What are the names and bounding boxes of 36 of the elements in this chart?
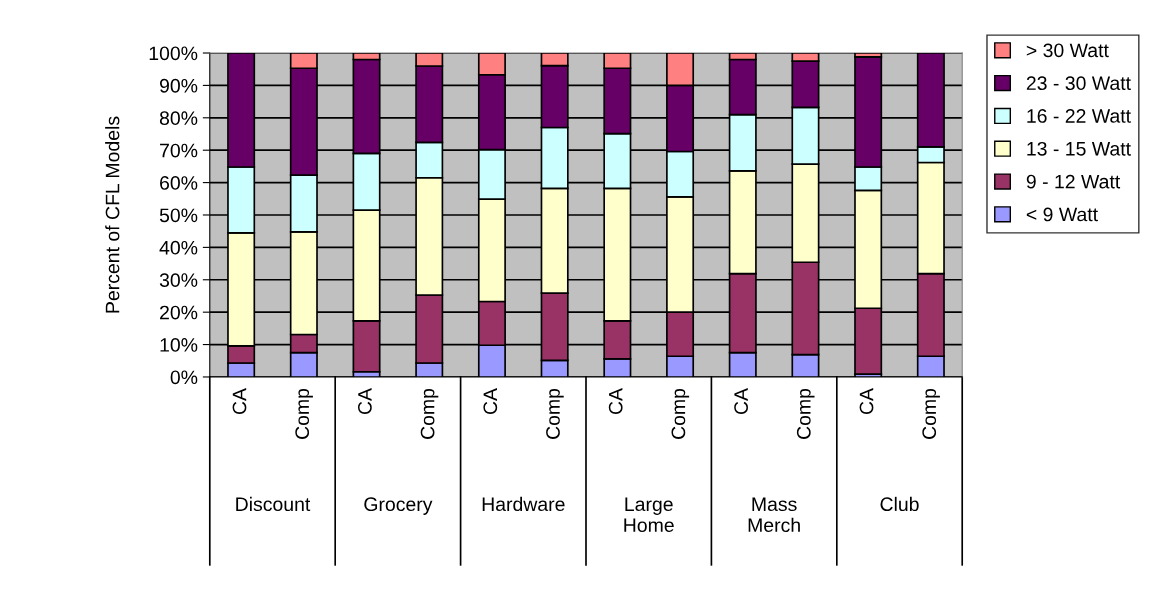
x-tick-label: Comp	[922, 388, 940, 439]
legend-label: 16 - 22 Watt	[1027, 109, 1131, 123]
x-tick-label: Comp	[671, 388, 690, 439]
y-tick-label: 20%	[160, 305, 198, 320]
x-tick-label: CA	[483, 388, 498, 415]
x-tick-label: Comp	[546, 388, 564, 439]
text: Mass Merch	[748, 497, 800, 533]
text: Large Home	[624, 497, 674, 533]
y-tick-label: 60%	[160, 176, 198, 190]
x-tick-label: Comp	[295, 388, 313, 439]
y-axis-title: Percent of CFL Models	[105, 116, 120, 313]
x-tick-label: Comp	[796, 388, 815, 439]
text: Discount	[236, 496, 311, 512]
legend-label: < 9 Watt	[1026, 207, 1098, 222]
x-tick-label: CA	[734, 388, 748, 415]
y-tick-label: 30%	[159, 273, 198, 288]
y-tick-label: 40%	[159, 240, 198, 255]
y-tick-label: 0%	[170, 370, 198, 385]
y-tick-label: 80%	[159, 111, 198, 126]
text: Grocery	[364, 497, 433, 515]
x-tick-label: CA	[608, 388, 623, 415]
y-tick-label: 50%	[159, 208, 198, 223]
y-tick-label: 10%	[160, 338, 198, 352]
legend-label: 13 - 15 Watt	[1027, 141, 1131, 156]
text: Hardware	[482, 496, 565, 512]
legend-label: 9 - 12 Watt	[1026, 174, 1121, 189]
x-tick-label: CA	[859, 388, 874, 415]
legend-label: 23 - 30 Watt	[1026, 76, 1131, 91]
y-tick-label: 100%	[149, 46, 198, 61]
x-tick-label: CA	[232, 388, 247, 415]
y-tick-label: 90%	[159, 78, 198, 93]
legend-label: > 30 Watt	[1026, 43, 1109, 58]
x-tick-label: Comp	[420, 388, 439, 439]
text: Club	[880, 496, 919, 512]
y-tick-label: 70%	[160, 143, 198, 158]
x-tick-label: CA	[357, 388, 372, 415]
